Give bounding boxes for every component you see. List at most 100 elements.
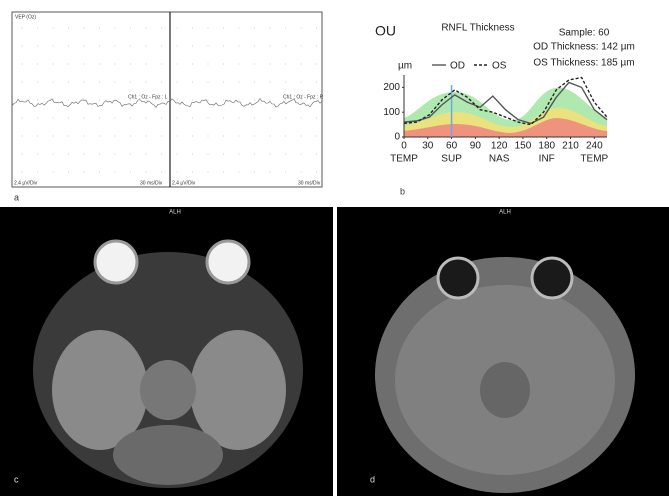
grid-dot — [68, 153, 69, 155]
y-tick-label: 0 — [394, 132, 400, 143]
grid-dot — [68, 27, 69, 29]
grid-dot — [176, 45, 178, 47]
grid-dot — [269, 99, 271, 101]
grid-dot — [145, 117, 147, 119]
grid-dot — [21, 153, 23, 155]
grid-dot — [269, 153, 271, 155]
grid-dot — [37, 117, 38, 119]
grid-dot — [21, 117, 23, 119]
grid-dot — [99, 81, 100, 83]
y-unit: µm — [398, 61, 412, 72]
globe — [530, 256, 574, 300]
grid-dot — [300, 171, 302, 173]
grid-dot — [269, 135, 271, 137]
x-tick-label: 240 — [586, 141, 603, 152]
globe — [93, 239, 139, 285]
grid-dot — [207, 99, 209, 101]
eye-label: OU — [375, 23, 396, 39]
x-tick-label: 210 — [562, 141, 579, 152]
vep-channel: Ch1 : Oz - Fpz : L — [128, 94, 168, 100]
grid-dot — [254, 117, 255, 119]
grid-dot — [83, 117, 85, 119]
grid-dot — [21, 171, 23, 173]
grid-dot — [300, 63, 302, 65]
grid-dot — [52, 153, 54, 155]
grid-dot — [207, 135, 209, 137]
grid-dot — [52, 81, 54, 83]
legend-label: OD — [450, 61, 465, 72]
grid-dot — [316, 153, 317, 155]
grid-dot — [21, 135, 23, 137]
grid-dot — [300, 135, 302, 137]
grid-dot — [52, 45, 54, 47]
grid-dot — [130, 81, 131, 83]
region-label: INF — [539, 154, 555, 165]
panel-label: b — [400, 186, 405, 196]
grid-dot — [207, 45, 209, 47]
grid-dot — [300, 45, 302, 47]
cerebellum — [113, 425, 223, 485]
grid-dot — [145, 153, 147, 155]
grid-dot — [269, 171, 271, 173]
grid-dot — [145, 45, 147, 47]
grid-dot — [300, 99, 302, 101]
grid-dot — [99, 153, 100, 155]
grid-dot — [238, 27, 240, 29]
grid-dot — [207, 27, 209, 29]
orientation-label: ALH — [499, 210, 511, 216]
y-tick-label: 100 — [383, 107, 400, 118]
vep-scale: 2.4 µV/Div — [172, 180, 196, 186]
grid-dot — [223, 63, 224, 65]
x-tick-label: 60 — [446, 141, 458, 152]
grid-dot — [269, 63, 271, 65]
grid-dot — [37, 81, 38, 83]
grid-dot — [223, 27, 224, 29]
grid-dot — [254, 153, 255, 155]
grid-dot — [223, 171, 224, 173]
grid-dot — [99, 63, 100, 65]
grid-dot — [316, 63, 317, 65]
globe — [436, 256, 480, 300]
grid-dot — [223, 99, 224, 101]
grid-dot — [145, 135, 147, 137]
grid-dot — [99, 99, 100, 101]
grid-dot — [130, 135, 131, 137]
grid-dot — [192, 99, 193, 101]
grid-dot — [68, 81, 69, 83]
grid-dot — [254, 171, 255, 173]
grid-dot — [161, 117, 162, 119]
grid-dot — [130, 117, 131, 119]
grid-dot — [37, 63, 38, 65]
grid-dot — [192, 117, 193, 119]
grid-dot — [316, 27, 317, 29]
grid-dot — [130, 27, 131, 29]
region-label: SUP — [441, 154, 462, 165]
legend-label: OS — [492, 61, 507, 72]
grid-dot — [223, 135, 224, 137]
grid-dot — [176, 99, 178, 101]
grid-dot — [130, 153, 131, 155]
panel-label: d — [370, 474, 375, 484]
grid-dot — [99, 117, 100, 119]
grid-dot — [83, 27, 85, 29]
grid-dot — [21, 81, 23, 83]
grid-dot — [52, 135, 54, 137]
grid-dot — [130, 45, 131, 47]
grid-dot — [207, 81, 209, 83]
grid-dot — [37, 153, 38, 155]
grid-dot — [300, 153, 302, 155]
grid-dot — [269, 117, 271, 119]
grid-dot — [192, 63, 193, 65]
grid-dot — [176, 63, 178, 65]
grid-dot — [83, 81, 85, 83]
panel-label: a — [14, 192, 19, 202]
grid-dot — [176, 27, 178, 29]
grid-dot — [238, 63, 240, 65]
x-tick-label: 180 — [538, 141, 555, 152]
x-tick-label: 0 — [401, 141, 407, 152]
grid-dot — [254, 81, 255, 83]
temporal-lobe — [190, 330, 286, 450]
grid-dot — [176, 153, 178, 155]
grid-dot — [83, 135, 85, 137]
